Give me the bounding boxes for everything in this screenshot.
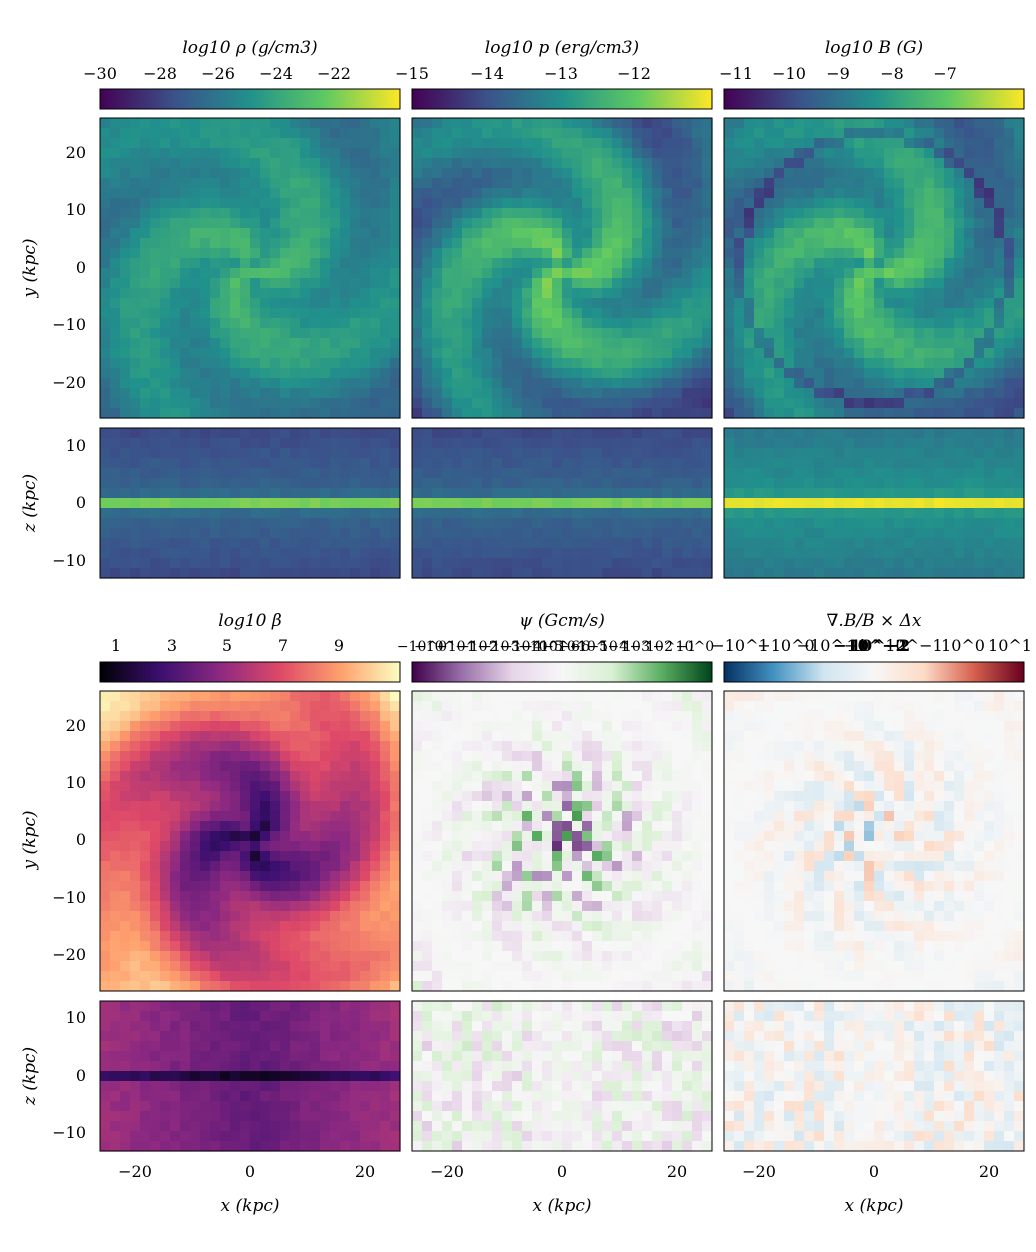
cb-tick-label: 1 [111,636,121,655]
colorbar-title-density: log10 ρ (g/cm3) [182,38,317,58]
map-panel-bottom-face-1 [411,690,713,992]
cb-tick-label: 10^−1 [885,636,942,655]
cb-tick-label: −12 [617,64,651,83]
x-axis-label: x (kpc) [845,1196,904,1216]
z-tick-label: 10 [66,1008,86,1027]
map-panel-top-edge-2 [723,427,1025,579]
cb-tick-label: −9 [826,64,850,83]
cb-tick-label: 10^−2 [850,636,910,655]
y-tick-label: −10 [52,888,86,907]
cb-tick-label: 3 [167,636,177,655]
map-panel-top-face-2 [723,117,1025,419]
cb-tick-label: −24 [259,64,293,83]
x-tick-label: 0 [245,1162,255,1181]
y-tick-label: −10 [52,315,86,334]
x-tick-label: −20 [742,1162,776,1181]
map-panel-bottom-face-2 [723,690,1025,992]
z-axis-label: z (kpc) [20,474,40,533]
cb-tick-label: −10^−1 [797,636,868,655]
cb-tick-label: −22 [317,64,351,83]
cb-tick-label: −10^−1 [414,639,476,655]
cb-tick-label: 10^0 [941,636,985,655]
cb-tick-label: −8 [880,64,904,83]
cb-tick-label: −11 [719,64,753,83]
cb-tick-label: −10^−5 [501,639,563,655]
z-tick-label: −10 [52,551,86,570]
colorbar-beta [99,661,401,683]
y-tick-label: 0 [76,258,86,277]
z-tick-label: 0 [76,493,86,512]
cb-tick-label: 7 [278,636,288,655]
x-tick-label: 20 [979,1162,999,1181]
x-tick-label: −20 [118,1162,152,1181]
colorbar-title-bfield: log10 B (G) [825,38,923,58]
map-panel-bottom-edge-2 [723,1000,1025,1152]
cb-tick-label: −28 [143,64,177,83]
cb-tick-label: 10^−3 [600,639,650,655]
y-tick-label: 10 [66,773,86,792]
y-tick-label: 20 [66,716,86,735]
x-axis-label: x (kpc) [533,1196,592,1216]
map-panel-top-face-1 [411,117,713,419]
cb-tick-label: −14 [470,64,504,83]
colorbar-title-pressure: log10 p (erg/cm3) [485,38,639,58]
cb-tick-label: −10^−2 [436,639,498,655]
y-tick-label: −20 [52,945,86,964]
cb-tick-label: −13 [544,64,578,83]
y-axis-label: y (kpc) [20,811,40,871]
x-tick-label: −20 [430,1162,464,1181]
map-panel-bottom-face-0 [99,690,401,992]
colorbar-pressure [411,88,713,110]
cb-tick-label: 9 [334,636,344,655]
colorbar-divb [723,661,1025,683]
cb-tick-label: 10^−5 [558,639,608,655]
z-tick-label: 10 [66,436,86,455]
cb-tick-label: 10^−2 [623,639,673,655]
map-panel-bottom-edge-0 [99,1000,401,1152]
cb-tick-label: −7 [933,64,957,83]
y-tick-label: 0 [76,830,86,849]
colorbar-bfield [723,88,1025,110]
z-tick-label: 0 [76,1066,86,1085]
cb-tick-label: 10^−6 [540,639,590,655]
map-panel-top-face-0 [99,117,401,419]
cb-tick-label: −10^0 [757,636,814,655]
cb-tick-label: −10^−2 [833,636,907,655]
x-tick-label: 0 [869,1162,879,1181]
cb-tick-label: −10 [772,64,806,83]
cb-tick-label: −10^0 [397,639,447,655]
z-axis-label: z (kpc) [20,1047,40,1106]
z-tick-label: −10 [52,1123,86,1142]
x-tick-label: 0 [557,1162,567,1181]
cb-tick-label: −10^1 [711,636,768,655]
map-panel-top-edge-0 [99,427,401,579]
cb-tick-label: 10^0 [676,639,714,655]
colorbar-title-divb: ∇.B/B × Δx [827,611,922,631]
colorbar-title-psi: ψ (Gcm/s) [519,611,605,631]
y-tick-label: 20 [66,143,86,162]
cb-tick-label: 10^1 [988,636,1032,655]
cb-tick-label: −10^−3 [458,639,520,655]
map-panel-bottom-edge-1 [411,1000,713,1152]
colorbar-psi [411,661,713,683]
y-tick-label: −20 [52,373,86,392]
colorbar-density [99,88,401,110]
y-axis-label: y (kpc) [20,239,40,299]
cb-tick-label: −10^−4 [480,639,542,655]
y-tick-label: 10 [66,200,86,219]
cb-tick-label: −26 [201,64,235,83]
cb-tick-label: 10^−4 [578,639,628,655]
cb-tick-label: 5 [222,636,232,655]
x-axis-label: x (kpc) [221,1196,280,1216]
cb-tick-label: −30 [83,64,117,83]
x-tick-label: 20 [667,1162,687,1181]
map-panel-top-edge-1 [411,427,713,579]
cb-tick-label: −15 [395,64,429,83]
x-tick-label: 20 [355,1162,375,1181]
cb-tick-label: 10^−1 [646,639,696,655]
cb-tick-label: −10^−6 [518,639,580,655]
colorbar-title-beta: log10 β [218,611,282,631]
